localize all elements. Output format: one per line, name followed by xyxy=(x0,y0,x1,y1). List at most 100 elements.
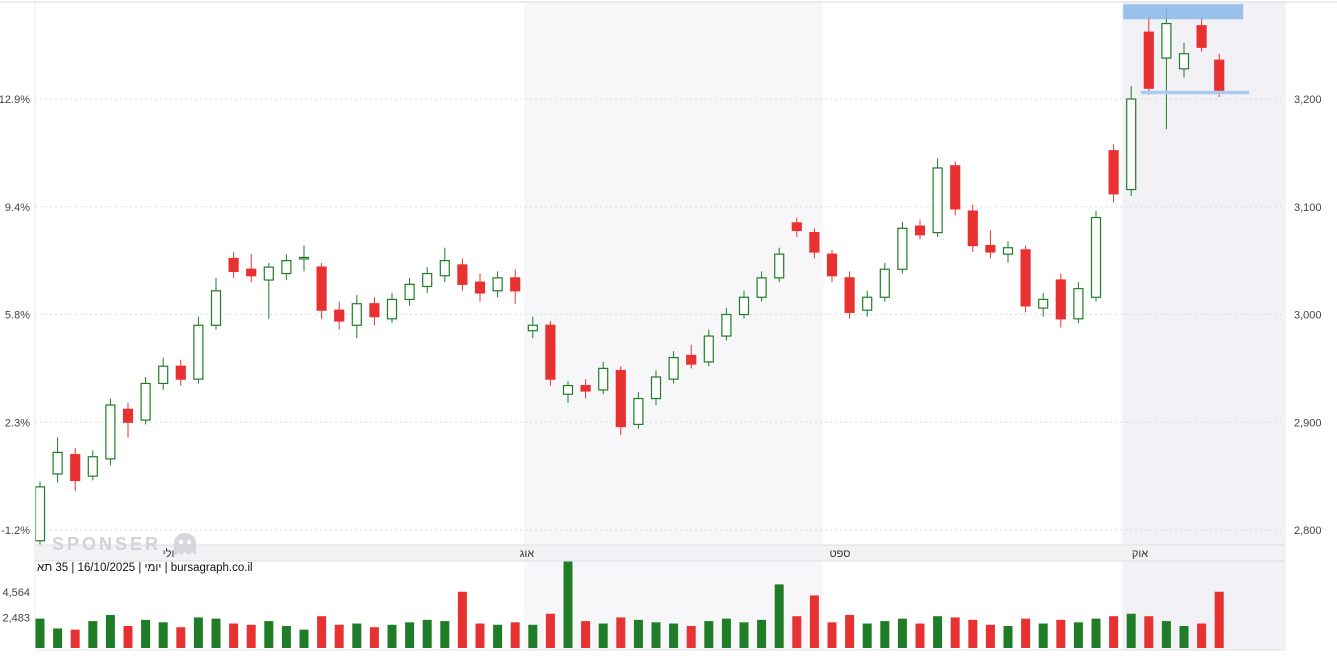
candle-body xyxy=(158,365,169,385)
volume-bar xyxy=(405,622,415,648)
candle-body xyxy=(756,277,767,298)
volume-bar xyxy=(1056,619,1066,648)
month-band xyxy=(524,2,824,650)
volume-bar xyxy=(563,559,573,648)
candle-body xyxy=(615,369,626,428)
candle-body xyxy=(34,486,46,542)
volume-bar xyxy=(422,619,432,648)
volume-bar xyxy=(88,621,98,648)
volume-bar xyxy=(686,625,696,648)
volume-bar xyxy=(757,619,767,648)
candle-body xyxy=(844,277,855,313)
candle-body xyxy=(87,456,98,477)
candle-body xyxy=(228,257,239,273)
candle-body xyxy=(862,296,873,311)
volume-bar xyxy=(246,624,256,648)
candle-body xyxy=(809,232,820,253)
volume-bar xyxy=(211,618,221,648)
candle-body xyxy=(492,277,503,292)
candle-body xyxy=(1126,98,1137,191)
volume-bar xyxy=(317,616,327,648)
candle-body xyxy=(703,335,714,363)
candle-body xyxy=(1196,25,1207,48)
volume-bar xyxy=(827,622,837,648)
volume-bar xyxy=(950,617,960,648)
candle-body xyxy=(1108,150,1119,195)
volume-bar xyxy=(387,624,397,648)
volume-bar xyxy=(1073,622,1083,648)
candle-body xyxy=(105,404,116,460)
volume-bar xyxy=(721,618,731,648)
volume-bar xyxy=(1179,625,1189,648)
candle-body xyxy=(52,451,63,475)
volume-bar xyxy=(35,618,45,648)
candle-body xyxy=(932,167,943,234)
volume-bar xyxy=(475,623,485,648)
candle-body xyxy=(686,354,697,365)
volume-bar xyxy=(510,622,520,648)
volume-bar xyxy=(70,629,80,648)
resistance-zone xyxy=(1123,4,1244,20)
price-tick-label: 3,200 xyxy=(1294,94,1322,106)
candle-body xyxy=(633,397,644,426)
volume-bar xyxy=(616,617,626,648)
volume-bar xyxy=(1144,616,1154,648)
candle-body xyxy=(897,227,908,270)
volume-bar xyxy=(1109,616,1119,648)
volume-bar xyxy=(53,628,63,648)
volume-bar xyxy=(1197,623,1207,648)
volume-bar xyxy=(1021,618,1031,648)
price-tick-label: 2,800 xyxy=(1294,525,1322,537)
volume-bar xyxy=(193,617,203,648)
candle-body xyxy=(580,385,591,392)
candle-body xyxy=(1090,216,1102,298)
volume-bar xyxy=(457,591,467,648)
volume-bar xyxy=(176,627,186,648)
month-label: ספט xyxy=(830,548,851,560)
volume-bar xyxy=(1214,591,1224,648)
sponser-watermark: SPONSER xyxy=(52,531,200,557)
month-band xyxy=(823,2,1123,650)
volume-bar xyxy=(792,616,802,648)
candle-body xyxy=(298,256,310,260)
volume-bar xyxy=(352,623,362,648)
candle-body xyxy=(334,309,345,322)
volume-bar xyxy=(651,622,661,648)
volume-bar xyxy=(264,621,274,648)
volume-bar xyxy=(581,621,591,648)
candle-body xyxy=(1073,288,1084,320)
volume-tick-label: 4,564 xyxy=(2,587,30,599)
volume-bar xyxy=(440,621,450,648)
volume-bar xyxy=(598,623,608,648)
month-label: אוק xyxy=(1132,548,1148,560)
percent-tick-label: 12.9% xyxy=(0,94,30,106)
volume-bar xyxy=(281,625,291,648)
candle-body xyxy=(1161,22,1172,59)
candle-body xyxy=(1038,298,1049,309)
percent-tick-label: 9.4% xyxy=(5,202,30,214)
candle-body xyxy=(210,290,222,326)
chart-info-text: יומי | 16/10/2025 | 35 תא | bursagraph.c… xyxy=(37,562,253,574)
candle-body xyxy=(70,453,81,482)
volume-bar xyxy=(633,619,643,648)
candle-body xyxy=(1020,249,1031,307)
volume-bar xyxy=(528,624,538,648)
candle-body xyxy=(791,222,802,232)
volume-bar xyxy=(1091,618,1101,648)
ghost-icon xyxy=(174,533,197,555)
volume-bar xyxy=(880,621,890,648)
candle-body xyxy=(826,253,838,277)
candle-body xyxy=(193,324,204,380)
percent-tick-label: 2.3% xyxy=(5,417,30,429)
candle-body xyxy=(404,283,415,301)
candle-body xyxy=(122,408,134,423)
candle-body xyxy=(650,376,662,400)
candle-body xyxy=(985,244,996,253)
candle-body xyxy=(774,253,785,279)
candle-body xyxy=(527,324,538,332)
candle-body xyxy=(351,303,362,326)
volume-bar xyxy=(915,623,925,648)
candle-body xyxy=(386,298,398,320)
candle-body xyxy=(1178,53,1190,70)
